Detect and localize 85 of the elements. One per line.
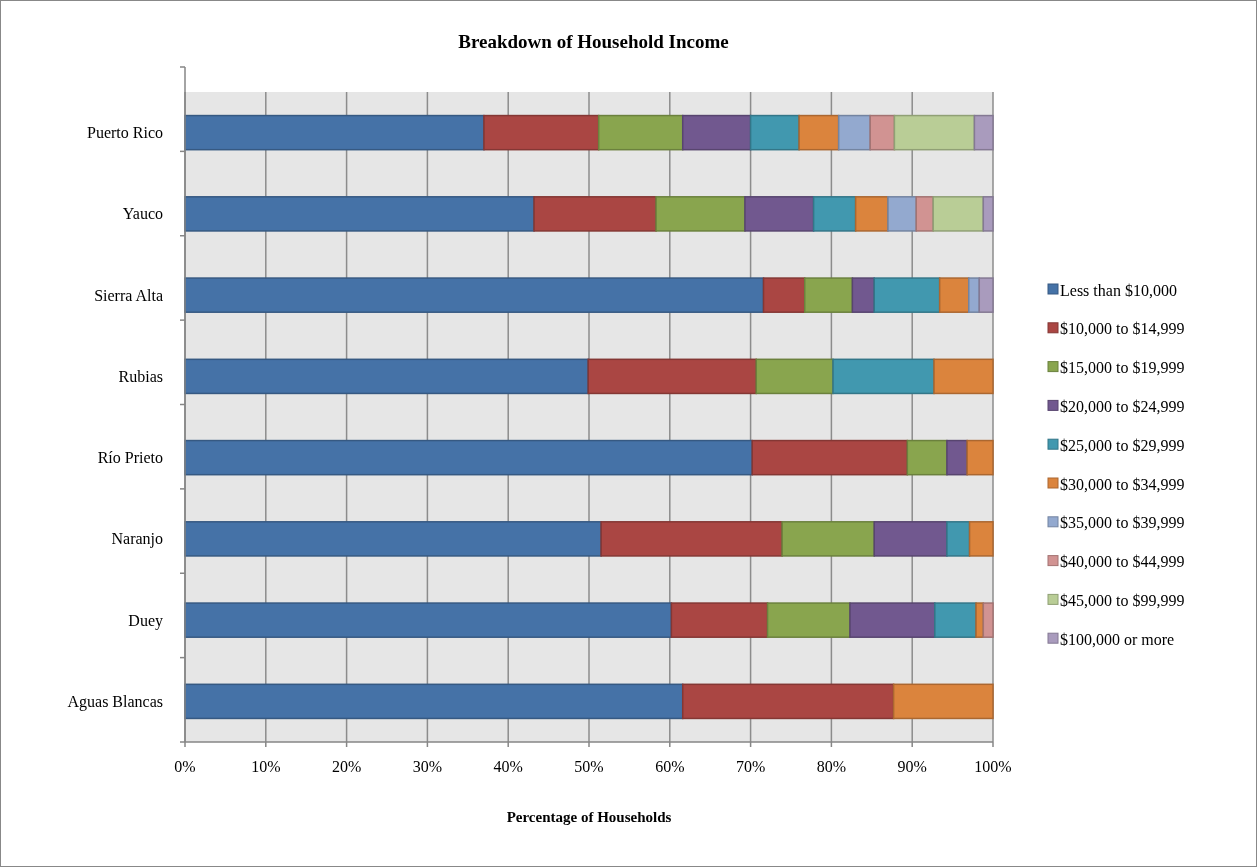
bar: [968, 277, 981, 313]
x-tick-label: 50%: [574, 758, 604, 775]
bar: [670, 602, 769, 638]
bar: [184, 277, 765, 313]
bar: [184, 196, 535, 232]
bar: [587, 358, 758, 395]
bar: [655, 196, 746, 232]
bar: [781, 521, 875, 557]
legend-label: $35,000 to $39,999: [1060, 514, 1185, 532]
x-tick-label: 70%: [735, 758, 766, 775]
bar: [973, 114, 994, 151]
bar: [681, 683, 895, 720]
y-tick-label: Río Prieto: [97, 449, 163, 467]
bar: [755, 358, 834, 395]
bar: [533, 196, 657, 232]
y-tick-label: Yauco: [122, 205, 163, 223]
legend-label: $100,000 or more: [1060, 630, 1175, 648]
bar: [978, 277, 994, 313]
bar: [906, 439, 948, 476]
bar: [873, 521, 948, 557]
x-tick-label: 40%: [493, 758, 523, 775]
legend-label: $30,000 to $34,999: [1060, 475, 1185, 493]
bar: [946, 439, 968, 476]
legend-label: $20,000 to $24,999: [1060, 398, 1185, 415]
bar: [873, 277, 941, 313]
bar: [184, 439, 753, 476]
bar: [744, 196, 815, 232]
bar: [832, 358, 935, 395]
bar: [854, 196, 889, 232]
bar: [803, 277, 854, 313]
x-tick-label: 10%: [251, 758, 281, 775]
bar: [869, 114, 896, 151]
bar: [597, 114, 684, 151]
bar: [966, 439, 994, 476]
bar: [934, 602, 977, 638]
bar: [749, 114, 800, 151]
bar: [893, 114, 976, 151]
y-tick-label: Sierra Alta: [94, 286, 163, 304]
bar: [932, 196, 985, 232]
bar: [184, 358, 589, 395]
bar: [892, 683, 994, 720]
bar: [184, 683, 684, 720]
legend-label: $45,000 to $99,999: [1060, 592, 1185, 609]
legend-label: $10,000 to $14,999: [1060, 320, 1185, 338]
bar: [798, 114, 840, 151]
y-tick-label: Puerto Rico: [87, 124, 163, 142]
x-tick-label: 80%: [816, 758, 847, 775]
bar: [600, 521, 783, 557]
legend-label: Less than $10,000: [1060, 281, 1177, 299]
x-tick-label: 20%: [331, 758, 362, 775]
bar: [851, 277, 875, 313]
y-tick-label: Naranjo: [111, 530, 163, 549]
bar: [849, 602, 936, 638]
x-tick-label: 60%: [655, 758, 685, 775]
legend-label: $15,000 to $19,999: [1060, 359, 1185, 377]
bar: [751, 439, 909, 476]
chart-title: Breakdown of Household Income: [458, 31, 729, 52]
bar: [184, 114, 485, 151]
bar: [975, 602, 985, 638]
bar: [184, 602, 673, 638]
bar: [915, 196, 934, 232]
x-tick-label: 90%: [897, 758, 927, 775]
x-tick-label: 100%: [974, 758, 1012, 775]
bar: [933, 358, 994, 395]
x-tick-label: 0%: [174, 758, 196, 775]
bar: [887, 196, 917, 232]
bar: [982, 602, 994, 638]
y-tick-label: Duey: [128, 611, 163, 630]
bar: [766, 602, 851, 638]
bar: [681, 114, 752, 151]
bar: [946, 521, 971, 557]
bar: [938, 277, 970, 313]
bar: [837, 114, 871, 151]
y-tick-label: Aguas Blancas: [67, 692, 163, 711]
y-tick-label: Rubias: [118, 367, 163, 385]
bar: [982, 196, 994, 232]
bar: [184, 521, 602, 557]
bar: [968, 521, 994, 557]
x-axis-title: Percentage of Households: [506, 809, 672, 825]
legend-label: $40,000 to $44,999: [1060, 553, 1185, 571]
bar: [762, 277, 806, 313]
legend-label: $25,000 to $29,999: [1060, 436, 1185, 454]
bar: [812, 196, 857, 232]
bar: [483, 114, 600, 151]
x-tick-label: 30%: [412, 758, 443, 775]
